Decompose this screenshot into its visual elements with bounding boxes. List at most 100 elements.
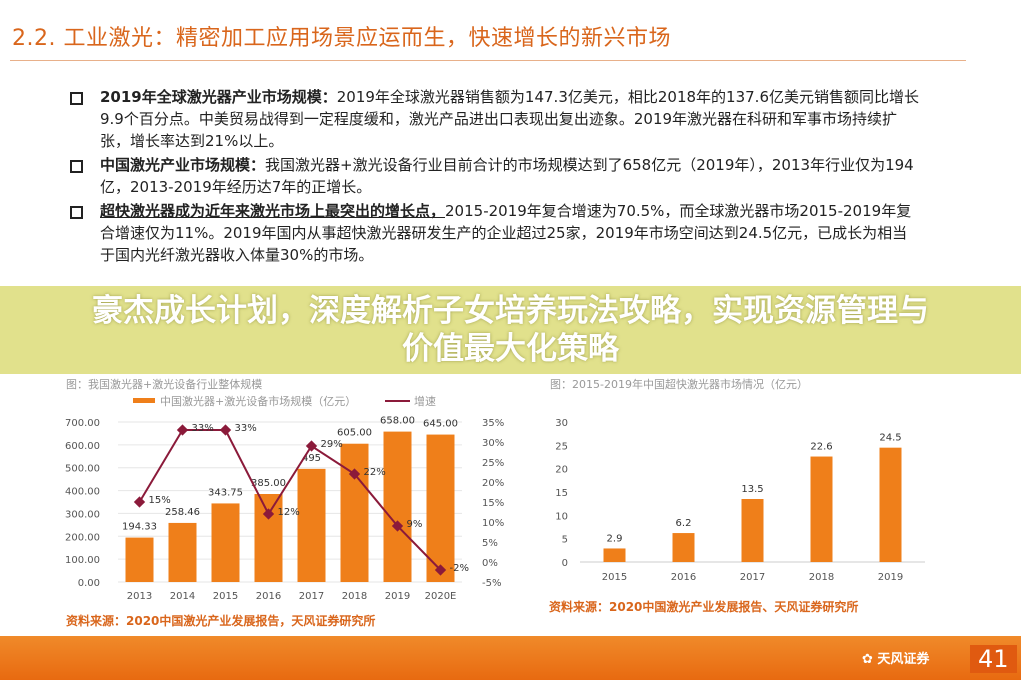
y2-tick-label: 10% (482, 518, 504, 529)
growth-marker (391, 520, 404, 532)
growth-value-label: 29% (321, 439, 343, 450)
x-tick-label: 2013 (127, 591, 152, 602)
growth-marker (176, 424, 189, 436)
x-tick-label: 2018 (809, 572, 834, 583)
bar-value-label: 258.46 (165, 507, 200, 518)
y-tick-label: 10 (555, 511, 568, 522)
bar-value-label: 645.00 (423, 419, 458, 430)
y-tick-label: 400.00 (65, 487, 100, 498)
growth-marker (434, 564, 447, 576)
page-number: 41 (970, 645, 1017, 673)
slide-title: 2.2. 工业激光：精密加工应用场景应运而生，快速增长的新兴市场 (12, 26, 671, 51)
growth-marker (219, 424, 232, 436)
y-tick-label: 20 (555, 465, 568, 476)
bar (603, 548, 626, 562)
x-tick-label: 2019 (878, 572, 903, 583)
growth-line (138, 429, 442, 571)
y2-tick-label: 25% (482, 458, 504, 469)
y-tick-label: 0 (562, 558, 568, 569)
bullet-item: 超快激光器成为近年来激光市场上最突出的增长点，2015-2019年复合增速为70… (70, 200, 920, 266)
bar-value-label: 24.5 (879, 433, 901, 444)
y2-tick-label: 20% (482, 478, 504, 489)
chart-title: 图：我国激光器+激光设备行业整体规模 (66, 377, 262, 391)
bar (426, 434, 455, 582)
growth-marker (262, 508, 275, 520)
y-tick-label: 25 (555, 441, 568, 452)
y-tick-label: 0.00 (78, 578, 100, 589)
bar-value-label: 2.9 (607, 533, 623, 544)
bullet-list: 2019年全球激光器产业市场规模：2019年全球激光器销售额为147.3亿美元，… (70, 86, 920, 268)
bar (297, 468, 326, 582)
y-tick-label: 200.00 (65, 532, 100, 543)
x-tick-label: 2017 (299, 591, 324, 602)
growth-value-label: 12% (278, 507, 300, 518)
growth-value-label: -2% (450, 563, 469, 574)
flower-logo-icon: ✿ (862, 652, 878, 667)
y2-tick-label: 0% (482, 558, 498, 569)
y2-tick-label: -5% (482, 578, 501, 589)
bar (672, 533, 695, 562)
logo-text: 天风证券 (877, 652, 930, 667)
x-tick-label: 2020E (425, 591, 457, 602)
y2-tick-label: 30% (482, 438, 504, 449)
bullet-heading: 2019年全球激光器产业市场规模： (100, 88, 337, 106)
bar-value-label: 658.00 (380, 416, 415, 427)
bullet-item: 2019年全球激光器产业市场规模：2019年全球激光器销售额为147.3亿美元，… (70, 86, 920, 152)
ultrafast-laser-market-chart: 图：2015-2019年中国超快激光器市场情况（亿元） 0 5 10 15 20 25 30 2… (550, 377, 925, 583)
bar (340, 443, 369, 582)
banner-line-2: 价值最大化策略 (402, 331, 619, 367)
growth-marker (305, 440, 318, 452)
bar (879, 447, 902, 562)
square-bullet-icon (70, 206, 83, 219)
square-bullet-icon (70, 92, 83, 105)
bar (125, 537, 154, 582)
growth-value-label: 15% (149, 495, 171, 506)
bar (211, 503, 240, 582)
bar (383, 431, 412, 582)
bar (741, 499, 764, 562)
y2-tick-label: 15% (482, 498, 504, 509)
y-tick-label: 5 (562, 535, 568, 546)
bar-value-label: 343.75 (208, 487, 243, 498)
y-tick-label: 30 (555, 418, 568, 429)
bar-value-label: 495 (302, 453, 321, 464)
y-tick-label: 100.00 (65, 555, 100, 566)
x-tick-label: 2014 (170, 591, 195, 602)
footer-bar (0, 636, 1021, 680)
y-tick-label: 600.00 (65, 441, 100, 452)
bullet-text: 2015-2019年复合增速为70.5%，而全球激光器市场2015-2019年复… (100, 202, 912, 264)
x-tick-label: 2016 (256, 591, 281, 602)
x-tick-label: 2015 (602, 572, 627, 583)
overlay-banner: 豪杰成长计划，深度解析子女培养玩法攻略，实现资源管理与 价值最大化策略 (0, 286, 1021, 374)
growth-marker (348, 468, 361, 480)
growth-value-label: 9% (407, 519, 423, 530)
x-tick-label: 2017 (740, 572, 765, 583)
bar-value-label: 385.00 (251, 478, 286, 489)
company-logo: ✿ 天风证券 (862, 648, 929, 667)
chart-source-right: 资料来源：2020中国激光产业发展报告、天风证券研究所 (549, 600, 859, 614)
title-divider (10, 60, 966, 61)
y-tick-label: 700.00 (65, 418, 100, 429)
x-tick-label: 2019 (385, 591, 410, 602)
x-tick-label: 2015 (213, 591, 238, 602)
legend-line-label: 增速 (414, 394, 436, 408)
square-bullet-icon (70, 160, 83, 173)
bar-value-label: 6.2 (676, 518, 692, 529)
bullet-text: 2019年全球激光器销售额为147.3亿美元，相比2018年的137.6亿美元销… (100, 88, 919, 150)
bullet-text: 我国激光器+激光设备行业目前合计的市场规模达到了658亿元（2019年），201… (100, 156, 914, 196)
y-tick-label: 15 (555, 488, 568, 499)
y-tick-label: 300.00 (65, 509, 100, 520)
bar (810, 456, 833, 562)
growth-value-label: 33% (192, 423, 214, 434)
bullet-item: 中国激光产业市场规模：我国激光器+激光设备行业目前合计的市场规模达到了658亿元… (70, 154, 920, 198)
growth-value-label: 33% (235, 423, 257, 434)
banner-line-1: 豪杰成长计划，深度解析子女培养玩法攻略，实现资源管理与 (92, 293, 929, 329)
bar-value-label: 22.6 (810, 442, 832, 453)
x-tick-label: 2018 (342, 591, 367, 602)
bar (168, 522, 197, 582)
bullet-heading: 超快激光器成为近年来激光市场上最突出的增长点， (100, 202, 446, 220)
bar-value-label: 194.33 (122, 522, 157, 533)
y2-tick-label: 35% (482, 418, 504, 429)
bar-value-label: 605.00 (337, 428, 372, 439)
